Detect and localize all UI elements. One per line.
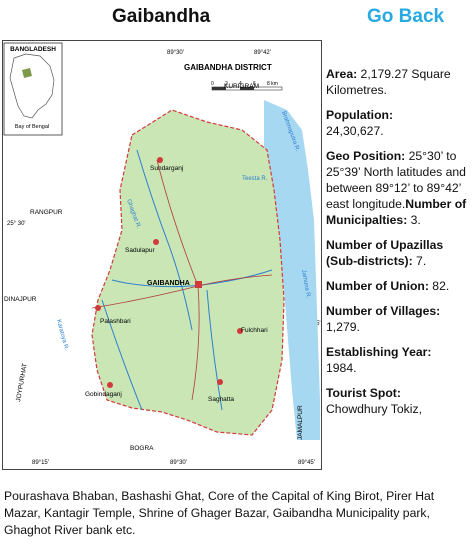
svg-text:Sundarganj: Sundarganj xyxy=(150,165,183,172)
long-tick: 89°30' xyxy=(167,50,184,56)
svg-text:8 km: 8 km xyxy=(267,81,278,87)
svg-text:Fulchhari: Fulchhari xyxy=(241,327,268,334)
svg-text:2: 2 xyxy=(225,81,228,87)
district-info: Area: 2,179.27 Square Kilometres. Popula… xyxy=(326,66,474,417)
svg-text:0: 0 xyxy=(211,81,214,87)
svg-text:JAMALPUR: JAMALPUR xyxy=(297,405,304,440)
established-info: Establishing Year: 1984. xyxy=(326,345,432,375)
page-title: Gaibandha xyxy=(112,6,211,27)
river-line xyxy=(206,289,223,411)
area-info: Area: 2,179.27 Square Kilometres. xyxy=(326,67,451,97)
svg-text:RANGPUR: RANGPUR xyxy=(30,209,63,216)
river-water xyxy=(264,100,320,440)
upazilas-info: Number of Upazillas (Sub-districts): 7. xyxy=(326,238,444,268)
district-highlight xyxy=(22,68,32,78)
long-tick: 89°30' xyxy=(170,460,187,466)
go-back-link[interactable]: Go Back xyxy=(367,6,445,27)
svg-text:Teesta R.: Teesta R. xyxy=(242,176,268,182)
svg-text:Sadulapur: Sadulapur xyxy=(125,247,155,254)
scale-bar: 0 2 4 6 8 km xyxy=(211,81,283,91)
svg-text:KURIGRAM: KURIGRAM xyxy=(224,83,259,90)
svg-text:Jamuna R.: Jamuna R. xyxy=(300,269,311,299)
svg-text:Palashbari: Palashbari xyxy=(100,318,131,325)
long-tick: 89°15' xyxy=(32,460,49,466)
upazila-marker xyxy=(153,239,159,245)
district-land xyxy=(91,109,285,436)
svg-text:GAIBANDHA: GAIBANDHA xyxy=(147,280,190,287)
upazila-marker xyxy=(217,379,223,385)
union-info: Number of Union: 82. xyxy=(326,279,450,293)
tourist-spots-continued: Pourashava Bhaban, Bashashi Ghat, Core o… xyxy=(4,489,435,537)
upazila-marker xyxy=(157,157,163,163)
river-line xyxy=(136,149,193,331)
geo-info: Geo Position: 25°30’ to 25°39’ North lat… xyxy=(326,149,467,227)
svg-text:6: 6 xyxy=(253,81,256,87)
map-graphic: BANGLADESH Bay of Bengal GAIBANDHA DISTR… xyxy=(2,40,322,470)
upazila-marker xyxy=(95,305,101,311)
svg-text:Gobindaganj: Gobindaganj xyxy=(85,391,122,398)
long-tick: 89°42' xyxy=(254,50,271,56)
svg-text:BOGRA: BOGRA xyxy=(130,445,154,452)
villages-info: Number of Villages: 1,279. xyxy=(326,304,441,334)
upazila-marker xyxy=(107,382,113,388)
district-title: GAIBANDHA DISTRICT xyxy=(184,63,272,72)
tourist-info: Tourist Spot: Chowdhury Tokiz, xyxy=(326,386,422,416)
bangladesh-outline xyxy=(9,53,55,119)
lat-tick: 25° 30' xyxy=(7,221,26,227)
population-info: Population: 24,30,627. xyxy=(326,108,394,138)
long-tick: 89°45' xyxy=(298,460,315,466)
district-map: BANGLADESH Bay of Bengal GAIBANDHA DISTR… xyxy=(2,40,322,470)
district-hq-marker xyxy=(195,281,202,288)
upazila-marker xyxy=(237,328,243,334)
svg-text:DINAJPUR: DINAJPUR xyxy=(4,296,37,303)
inset-label: BANGLADESH xyxy=(10,46,56,53)
svg-text:Saghatta: Saghatta xyxy=(208,396,234,403)
inset-caption: Bay of Bengal xyxy=(15,124,49,130)
svg-text:4: 4 xyxy=(239,81,242,87)
river-line xyxy=(101,299,143,411)
